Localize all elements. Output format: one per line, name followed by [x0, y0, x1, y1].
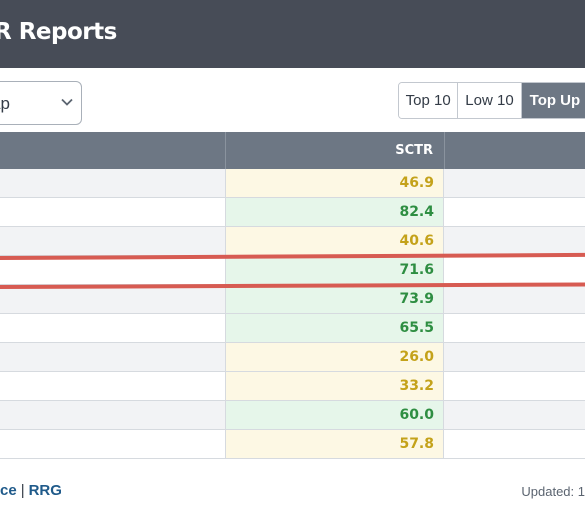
- sctr-cell: 71.6: [225, 256, 444, 284]
- sctr-cell: 60.0: [225, 401, 444, 429]
- table-row[interactable]: 57.8: [0, 430, 585, 459]
- page-header: R Reports: [0, 0, 585, 68]
- updated-timestamp: Updated: 1: [521, 484, 585, 499]
- chevron-down-icon: [61, 98, 73, 106]
- sctr-cell: 26.0: [225, 343, 444, 371]
- table-row[interactable]: 26.0: [0, 343, 585, 372]
- sctr-cell: 46.9: [225, 169, 444, 197]
- table-row[interactable]: 73.9: [0, 285, 585, 314]
- table-body: 46.9 82.4 40.6 71.6 73.9 65.5 26.0 33.2 60.0 57.8: [0, 169, 585, 459]
- footer-link-ce[interactable]: ce: [0, 482, 17, 499]
- index-select[interactable]: ap: [0, 81, 82, 125]
- table-row[interactable]: 46.9: [0, 169, 585, 198]
- sctr-cell: 40.6: [225, 227, 444, 255]
- toolbar: ap Top 10 Low 10 Top Up: [0, 68, 585, 132]
- sctr-cell: 82.4: [225, 198, 444, 226]
- column-divider: [225, 132, 226, 169]
- footer: ce | RRG Updated: 1: [0, 470, 585, 506]
- sctr-cell: 73.9: [225, 285, 444, 313]
- footer-links: ce | RRG: [0, 482, 62, 499]
- top-10-button[interactable]: Top 10: [399, 83, 459, 118]
- table-row[interactable]: 71.6: [0, 256, 585, 285]
- table-row[interactable]: 33.2: [0, 372, 585, 401]
- table-row[interactable]: 82.4: [0, 198, 585, 227]
- table-row[interactable]: 60.0: [0, 401, 585, 430]
- table-header: SCTR: [0, 132, 585, 169]
- table-row[interactable]: 40.6: [0, 227, 585, 256]
- table-row[interactable]: 65.5: [0, 314, 585, 343]
- column-divider: [444, 132, 445, 169]
- sctr-column-header[interactable]: SCTR: [395, 143, 433, 158]
- sctr-cell: 65.5: [225, 314, 444, 342]
- page-title: R Reports: [0, 19, 117, 45]
- top-up-button[interactable]: Top Up: [521, 83, 585, 118]
- sctr-cell: 57.8: [225, 430, 444, 458]
- footer-separator: |: [20, 482, 25, 499]
- ranking-button-group: Top 10 Low 10 Top Up: [398, 82, 585, 119]
- footer-link-rrg[interactable]: RRG: [28, 482, 62, 499]
- sctr-table: SCTR 46.9 82.4 40.6 71.6 73.9 65.5 26.0 33.2 60.…: [0, 132, 585, 459]
- sctr-cell: 33.2: [225, 372, 444, 400]
- index-select-value: ap: [0, 94, 10, 113]
- low-10-button[interactable]: Low 10: [458, 83, 522, 118]
